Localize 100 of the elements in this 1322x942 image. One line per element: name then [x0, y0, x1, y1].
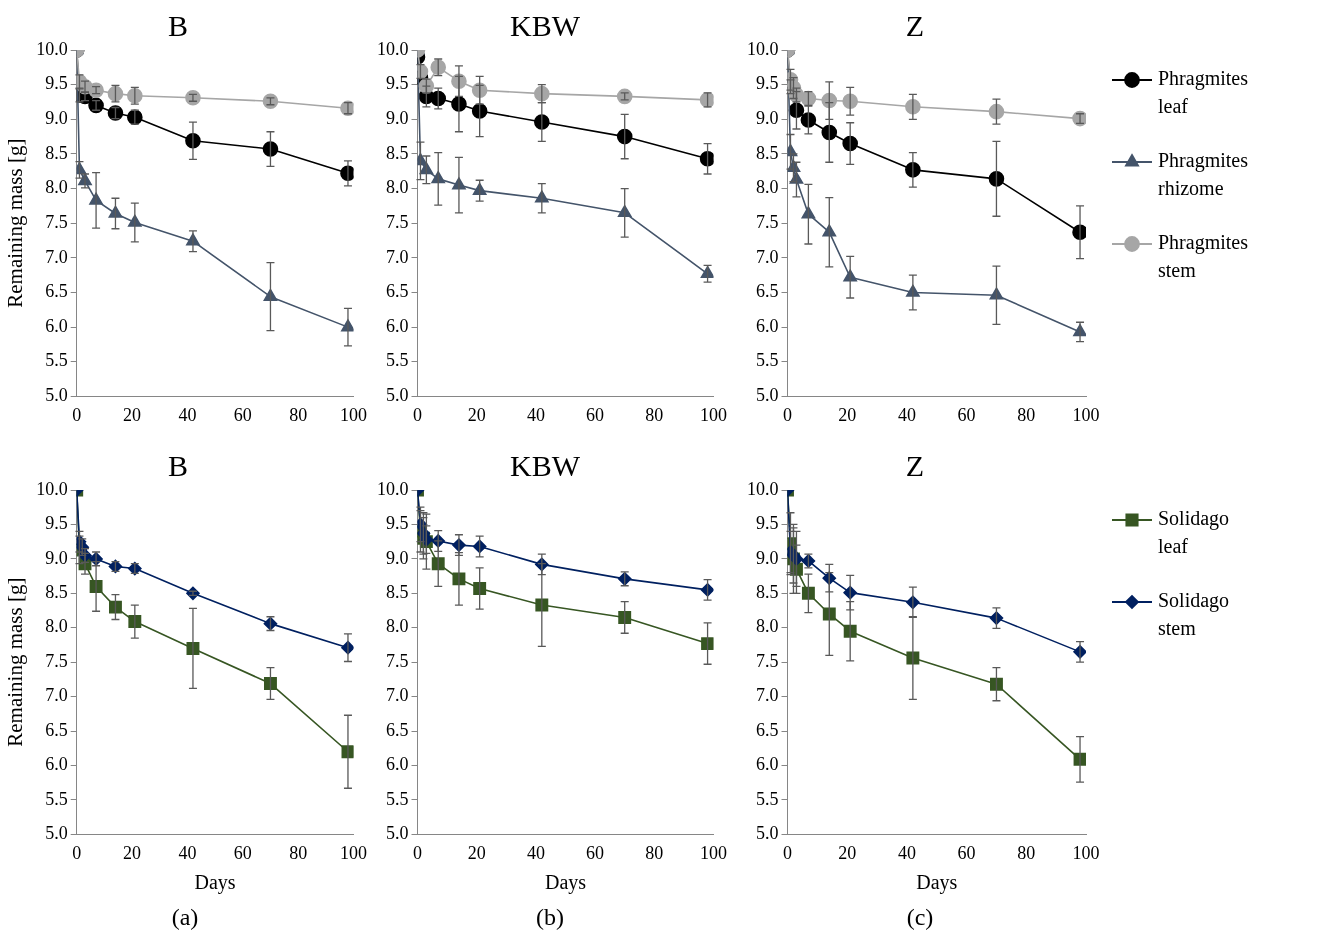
y-tick-label: 7.5 [386, 650, 409, 671]
y-tick-label: 9.5 [756, 73, 779, 94]
y-tick-label: 6.0 [45, 315, 68, 336]
y-tick-label: 9.5 [45, 513, 68, 534]
y-tick-label: 7.5 [756, 650, 779, 671]
y-tick-label: 6.0 [45, 754, 68, 775]
y-tick-label: 7.5 [45, 211, 68, 232]
x-tick-label: 40 [526, 842, 545, 863]
y-tick-label: 8.5 [45, 142, 68, 163]
chart-title: KBW [510, 448, 581, 482]
x-tick-label: 100 [1072, 404, 1100, 425]
y-tick-label: 8.0 [386, 616, 409, 637]
y-tick-label: 9.0 [45, 108, 68, 129]
x-axis-title: Days [916, 871, 958, 895]
x-tick-label: 40 [526, 404, 545, 425]
y-tick-label: 5.5 [386, 788, 409, 809]
x-tick-label: 40 [178, 404, 197, 425]
y-tick-label: 7.0 [756, 246, 779, 267]
y-tick-label: 10.0 [36, 478, 68, 499]
y-tick-label: 7.0 [386, 246, 409, 267]
x-tick-label: 0 [413, 404, 422, 425]
x-tick-label: 80 [289, 404, 308, 425]
y-tick-label: 5.5 [756, 788, 779, 809]
chart-title: KBW [510, 8, 581, 42]
x-tick-label: 60 [586, 842, 605, 863]
y-tick-label: 5.5 [756, 350, 779, 371]
x-tick-label: 20 [123, 404, 142, 425]
y-tick-label: 10.0 [747, 478, 779, 499]
y-tick-label: 6.0 [386, 754, 409, 775]
y-tick-label: 9.0 [45, 547, 68, 568]
y-tick-label: 5.5 [45, 788, 68, 809]
y-tick-label: 6.5 [45, 719, 68, 740]
x-tick-label: 0 [72, 842, 82, 863]
y-tick-label: 7.0 [45, 685, 68, 706]
x-tick-label: 40 [178, 842, 197, 863]
y-tick-label: 8.5 [756, 582, 779, 603]
x-tick-label: 20 [838, 404, 857, 425]
y-tick-label: 6.5 [756, 281, 779, 302]
x-tick-label: 20 [838, 842, 857, 863]
x-axis-title: Days [194, 871, 236, 895]
x-tick-label: 0 [413, 842, 422, 863]
y-tick-label: 7.0 [756, 685, 779, 706]
y-tick-label: 8.0 [756, 177, 779, 198]
legend-label: Phragmites leaf [1158, 67, 1249, 118]
x-tick-label: 20 [467, 404, 486, 425]
x-tick-label: 0 [783, 404, 792, 425]
y-tick-label: 8.5 [756, 142, 779, 163]
y-tick-label: 8.5 [386, 582, 409, 603]
y-tick-label: 6.0 [756, 754, 779, 775]
x-tick-label: 100 [1072, 842, 1100, 863]
x-tick-label: 80 [289, 842, 308, 863]
chart-title: Z [905, 448, 925, 482]
y-tick-label: 9.0 [756, 108, 779, 129]
y-tick-label: 5.0 [45, 385, 68, 406]
chart-title: B [167, 448, 189, 482]
y-tick-label: 5.0 [386, 385, 409, 406]
legend-label: Phragmites stem [1158, 231, 1249, 282]
y-axis-title: Remaining mass [g] [3, 577, 28, 747]
x-tick-label: 60 [586, 404, 605, 425]
x-tick-label: 80 [645, 842, 664, 863]
y-tick-label: 9.5 [386, 513, 409, 534]
x-tick-label: 80 [1017, 404, 1036, 425]
y-tick-label: 5.5 [45, 350, 68, 371]
y-tick-label: 8.5 [386, 142, 409, 163]
legend-label: Solidago leaf [1158, 507, 1230, 558]
chart-title: B [167, 8, 189, 42]
chart-title: Z [905, 8, 925, 42]
y-tick-label: 8.0 [756, 616, 779, 637]
x-axis-title: Days [544, 871, 587, 895]
y-tick-label: 9.0 [756, 547, 779, 568]
legend-label: Solidago stem [1158, 589, 1230, 640]
text: (a) [170, 904, 200, 931]
y-tick-label: 10.0 [377, 38, 409, 59]
y-tick-label: 5.0 [756, 823, 779, 844]
y-tick-label: 6.5 [386, 719, 409, 740]
x-tick-label: 40 [897, 842, 916, 863]
x-tick-label: 80 [645, 404, 664, 425]
y-tick-label: 7.0 [45, 246, 68, 267]
x-tick-label: 0 [72, 404, 82, 425]
y-tick-label: 9.0 [386, 547, 409, 568]
y-tick-label: 8.5 [45, 582, 68, 603]
y-tick-label: 9.5 [386, 73, 409, 94]
y-tick-label: 7.5 [756, 211, 779, 232]
y-tick-label: 7.5 [386, 211, 409, 232]
y-tick-label: 10.0 [36, 38, 68, 59]
y-tick-label: 5.5 [386, 350, 409, 371]
y-tick-label: 7.5 [45, 650, 68, 671]
legend-label: Phragmites rhizome [1158, 149, 1249, 200]
y-tick-label: 6.0 [756, 315, 779, 336]
x-tick-label: 80 [1017, 842, 1036, 863]
x-tick-label: 0 [783, 842, 792, 863]
y-tick-label: 10.0 [747, 38, 779, 59]
y-tick-label: 5.0 [386, 823, 409, 844]
y-tick-label: 6.0 [386, 315, 409, 336]
y-tick-label: 6.5 [45, 281, 68, 302]
y-axis-title: Remaining mass [g] [3, 138, 28, 308]
y-tick-label: 10.0 [377, 478, 409, 499]
x-tick-label: 20 [467, 842, 486, 863]
x-tick-label: 100 [700, 842, 727, 863]
y-tick-label: 9.5 [756, 513, 779, 534]
